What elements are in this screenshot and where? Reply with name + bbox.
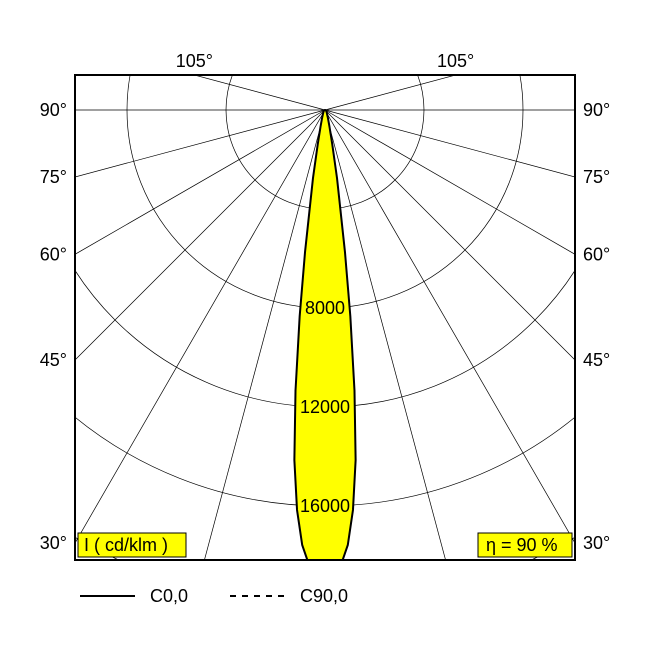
angle-label-left: 90° xyxy=(40,100,67,120)
angle-label-right: 90° xyxy=(583,100,610,120)
angle-label-left: 75° xyxy=(40,167,67,187)
polar-chart: 8000 12000 16000 30° 30° 45° 45° 60° 60° 75° 75° 90… xyxy=(0,0,650,650)
radial-label: 12000 xyxy=(300,397,350,417)
angle-label-left: 60° xyxy=(40,244,67,264)
legend-c0: C0,0 xyxy=(150,586,188,606)
legend-c90: C90,0 xyxy=(300,586,348,606)
angle-label-left: 30° xyxy=(40,533,67,553)
angle-label-left: 45° xyxy=(40,350,67,370)
chart-svg: 8000 12000 16000 30° 30° 45° 45° 60° 60° 75° 75° 90… xyxy=(0,0,650,650)
legend-efficiency-text: η = 90 % xyxy=(486,535,558,555)
angle-label-left: 105° xyxy=(176,51,213,71)
angle-label-right: 60° xyxy=(583,244,610,264)
angle-label-right: 75° xyxy=(583,167,610,187)
legend-units-text: I ( cd/klm ) xyxy=(84,535,168,555)
angle-label-right: 30° xyxy=(583,533,610,553)
radial-label: 8000 xyxy=(305,298,345,318)
angle-label-right: 45° xyxy=(583,350,610,370)
angle-label-right: 105° xyxy=(437,51,474,71)
radial-label: 16000 xyxy=(300,496,350,516)
